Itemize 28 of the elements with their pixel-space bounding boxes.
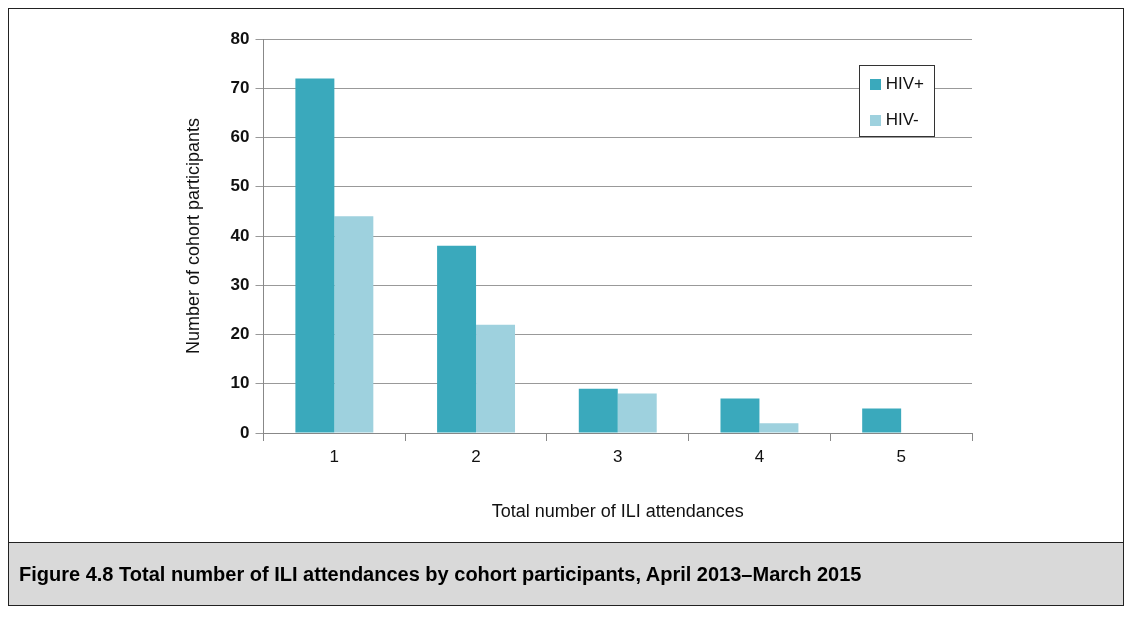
y-tick-label: 80: [230, 28, 250, 48]
legend-label: HIV+: [885, 74, 924, 94]
text: Figure 4.8 Total number of ILI attendances by cohort participants, April 2013–March 2015: [9, 542, 1123, 605]
bar: [862, 408, 902, 433]
y-tick-label: 50: [230, 176, 250, 196]
x-tick-label: 5: [896, 446, 906, 466]
x-tick-label: 1: [329, 446, 340, 466]
x-axis-title: Total number of ILI attendances: [491, 501, 744, 522]
bar: [295, 78, 335, 433]
bar: [334, 216, 374, 433]
y-tick-label: 20: [230, 324, 250, 344]
bar: [437, 245, 477, 433]
y-tick-label: 30: [230, 274, 250, 294]
bar: [759, 423, 799, 433]
x-tick-label: 2: [471, 446, 481, 466]
legend-label: HIV-: [885, 110, 919, 130]
bar: [617, 393, 657, 433]
y-tick-label: 70: [230, 77, 250, 97]
y-tick-label: 40: [230, 225, 250, 245]
y-tick-label: 60: [230, 127, 250, 147]
bar: [720, 398, 760, 433]
y-axis-title: Number of cohort participants: [182, 117, 203, 355]
bar: [578, 388, 618, 433]
y-tick-label: 10: [230, 373, 250, 393]
x-tick-label: 4: [754, 446, 765, 466]
x-tick-label: 3: [613, 446, 623, 466]
y-tick-label: 0: [240, 422, 250, 442]
bar: [476, 324, 516, 433]
